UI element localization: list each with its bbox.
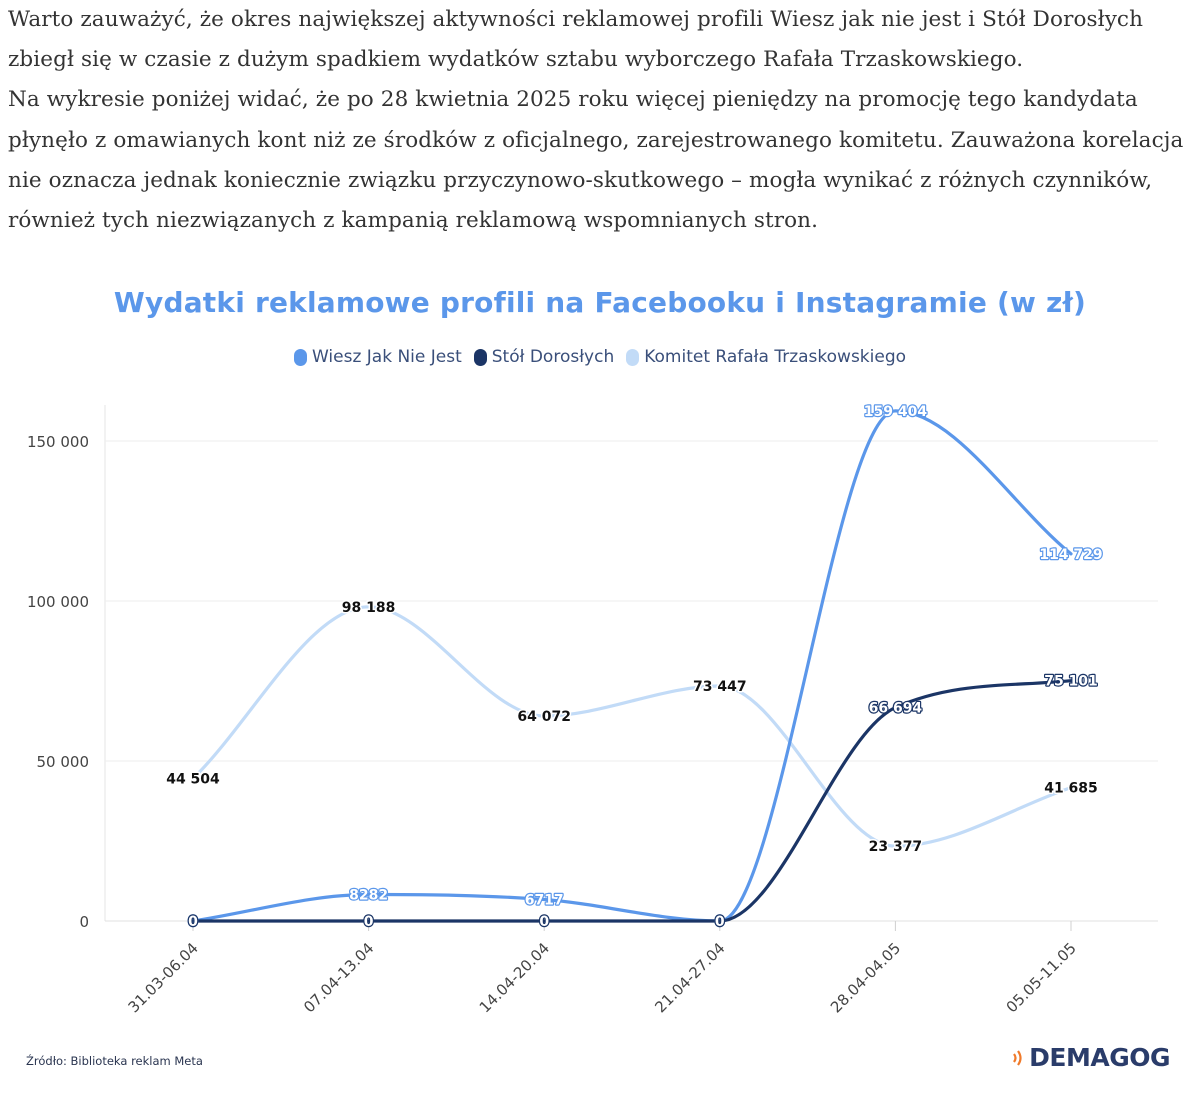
y-tick-label: 100 000 bbox=[27, 593, 89, 611]
article-text: Warto zauważyć, że okres największej akt… bbox=[8, 0, 1196, 241]
y-tick-label: 50 000 bbox=[37, 753, 90, 771]
data-label-wiesz-jak-nie-jest: 114 729 bbox=[1039, 547, 1102, 563]
data-label-stol-doroslych: 0 bbox=[188, 914, 198, 930]
x-tick-label: 07.04-13.04 bbox=[300, 939, 377, 1016]
x-tick-label: 14.04-20.04 bbox=[476, 939, 553, 1016]
demagog-logo: DEMAGOG bbox=[1011, 1043, 1170, 1072]
source-note: Źródło: Biblioteka reklam Meta bbox=[26, 1054, 203, 1068]
legend-item-wiesz-jak-nie-jest[interactable]: Wiesz Jak Nie Jest bbox=[293, 347, 462, 367]
data-label-stol-doroslych: 75 101 bbox=[1044, 674, 1098, 690]
sound-wave-icon bbox=[1013, 1049, 1022, 1066]
data-label-wiesz-jak-nie-jest: 0 bbox=[188, 914, 198, 930]
y-tick-label: 0 bbox=[79, 913, 89, 931]
x-tick-label: 05.05-11.05 bbox=[1003, 939, 1080, 1016]
data-label-wiesz-jak-nie-jest: 6717 bbox=[525, 893, 564, 909]
x-tick-label: 31.03-06.04 bbox=[125, 939, 202, 1016]
legend-label-wiesz-jak-nie-jest: Wiesz Jak Nie Jest bbox=[311, 347, 462, 367]
y-tick-label: 150 000 bbox=[27, 433, 89, 451]
data-label-komitet: 73 447 bbox=[693, 679, 747, 695]
article-paragraph-1: Warto zauważyć, że okres największej akt… bbox=[8, 7, 1144, 73]
legend-label-stol-doroslych: Stół Dorosłych bbox=[491, 347, 615, 367]
chart-title: Wydatki reklamowe profili na Facebooku i… bbox=[113, 286, 1087, 319]
logo-text: DEMAGOG bbox=[1029, 1043, 1170, 1072]
data-label-stol-doroslych: 0 bbox=[715, 914, 725, 930]
data-label-komitet: 98 188 bbox=[342, 600, 396, 616]
legend-item-komitet[interactable]: Komitet Rafała Trzaskowskiego bbox=[626, 347, 906, 367]
series-line-stol-doroslych bbox=[191, 679, 1073, 923]
legend-swatch-komitet bbox=[626, 348, 640, 366]
data-label-wiesz-jak-nie-jest: 0 bbox=[715, 914, 725, 930]
data-label-wiesz-jak-nie-jest: 8282 bbox=[349, 887, 388, 903]
data-label-wiesz-jak-nie-jest: 159 404 bbox=[864, 404, 928, 420]
legend-swatch-stol-doroslych bbox=[473, 348, 487, 366]
data-label-stol-doroslych: 0 bbox=[539, 914, 549, 930]
data-label-komitet: 44 504 bbox=[166, 772, 220, 788]
chart-legend: Wiesz Jak Nie Jest Stół Dorosłych Komite… bbox=[0, 347, 1200, 367]
series-line-komitet bbox=[191, 605, 1073, 848]
series-line-wiesz-jak-nie-jest bbox=[191, 409, 1073, 923]
legend-item-stol-doroslych[interactable]: Stół Dorosłych bbox=[473, 347, 615, 367]
article-paragraph-2: Na wykresie poniżej widać, że po 28 kwie… bbox=[8, 87, 1184, 234]
legend-swatch-wiesz-jak-nie-jest bbox=[293, 348, 307, 366]
x-tick-label: 21.04-27.04 bbox=[651, 939, 728, 1016]
data-label-stol-doroslych: 0 bbox=[364, 914, 374, 930]
x-tick-label: 28.04-04.05 bbox=[827, 939, 904, 1016]
legend-label-komitet: Komitet Rafała Trzaskowskiego bbox=[644, 347, 907, 367]
data-label-komitet: 41 685 bbox=[1044, 781, 1098, 797]
data-label-komitet: 64 072 bbox=[517, 709, 571, 725]
data-label-komitet: 23 377 bbox=[869, 839, 923, 855]
data-label-stol-doroslych: 66 694 bbox=[869, 701, 923, 717]
